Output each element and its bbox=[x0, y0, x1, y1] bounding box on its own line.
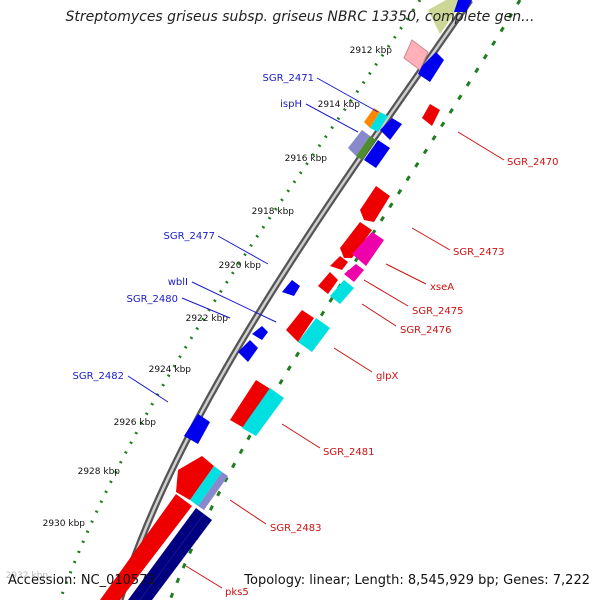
gene-feature[interactable] bbox=[380, 118, 402, 140]
scale-ticks: 2912 kbp 2914 kbp 2916 kbp 2918 kbp 2920… bbox=[6, 46, 393, 581]
outer-left-dotted-line bbox=[58, 0, 422, 600]
gene-feature[interactable] bbox=[454, 0, 472, 12]
scale-tick-label: 2930 kbp bbox=[43, 519, 86, 529]
gene-feature[interactable] bbox=[198, 472, 228, 510]
gene-label[interactable]: SGR_2477 bbox=[164, 231, 216, 242]
right-gene-labels: SGR_2470 SGR_2473 xseA SGR_2475 SGR_2476… bbox=[185, 131, 559, 598]
gene-label[interactable]: SGR_2473 bbox=[453, 247, 505, 258]
scale-tick-label: 2912 kbp bbox=[350, 46, 393, 56]
gene-feature[interactable] bbox=[364, 108, 380, 128]
gene-label[interactable]: wblI bbox=[168, 277, 188, 288]
gene-label[interactable]: SGR_2481 bbox=[323, 447, 375, 458]
gene-feature[interactable] bbox=[298, 318, 330, 352]
scale-tick-label: 2916 kbp bbox=[285, 154, 328, 164]
gene-label[interactable]: ispH bbox=[280, 99, 302, 110]
accession-info: Accession: NC_010572 bbox=[8, 573, 156, 588]
gene-feature[interactable] bbox=[370, 112, 388, 132]
gene-feature[interactable] bbox=[318, 272, 338, 294]
gene-feature[interactable] bbox=[282, 280, 300, 296]
scale-tick-label: 2920 kbp bbox=[219, 261, 262, 271]
gene-feature[interactable] bbox=[230, 380, 272, 428]
gene-feature[interactable] bbox=[100, 494, 192, 600]
scale-tick-label: 2914 kbp bbox=[318, 100, 361, 110]
gene-label[interactable]: pks5 bbox=[225, 587, 249, 598]
scale-tick-label: 2932 kbp bbox=[6, 571, 49, 581]
gene-feature[interactable] bbox=[190, 466, 222, 506]
gene-label[interactable]: SGR_2471 bbox=[263, 73, 315, 84]
gene-feature[interactable] bbox=[330, 280, 354, 304]
gene-feature[interactable] bbox=[422, 104, 440, 126]
gene-feature[interactable] bbox=[140, 514, 212, 600]
gene-feature[interactable] bbox=[418, 52, 444, 82]
gene-feature[interactable] bbox=[364, 140, 390, 168]
gene-feature[interactable] bbox=[176, 456, 214, 500]
gene-feature[interactable] bbox=[242, 388, 284, 436]
outer-right-dotted-line bbox=[168, 0, 522, 600]
gene-features-reverse bbox=[230, 104, 440, 436]
gene-feature[interactable] bbox=[128, 508, 204, 600]
page-title: Streptomyces griseus subsp. griseus NBRC… bbox=[65, 9, 535, 25]
gene-feature[interactable] bbox=[340, 222, 372, 258]
gene-label[interactable]: SGR_2482 bbox=[73, 371, 125, 382]
gene-feature[interactable] bbox=[238, 340, 258, 362]
gene-label[interactable]: xseA bbox=[430, 282, 454, 293]
gene-feature[interactable] bbox=[252, 326, 268, 340]
left-gene-labels: SGR_2471 ispH SGR_2477 wblI SGR_2480 SGR… bbox=[73, 73, 379, 403]
gene-label[interactable]: SGR_2480 bbox=[127, 294, 179, 305]
gene-label[interactable]: SGR_2476 bbox=[400, 325, 452, 336]
scale-tick-label: 2922 kbp bbox=[186, 314, 229, 324]
gene-feature[interactable] bbox=[286, 310, 314, 342]
gene-label[interactable]: SGR_2470 bbox=[507, 157, 559, 168]
gene-feature[interactable] bbox=[344, 264, 364, 282]
gene-feature[interactable] bbox=[356, 136, 376, 160]
gene-feature[interactable] bbox=[428, 0, 464, 34]
scale-tick-label: 2926 kbp bbox=[114, 418, 157, 428]
gene-feature[interactable] bbox=[184, 414, 210, 444]
topology-info: Topology: linear; Length: 8,545,929 bp; … bbox=[244, 573, 590, 588]
gene-feature[interactable] bbox=[330, 256, 348, 270]
gene-label[interactable]: glpX bbox=[376, 371, 398, 382]
gene-label[interactable]: SGR_2483 bbox=[270, 523, 322, 534]
gene-feature[interactable] bbox=[360, 186, 390, 222]
gene-label[interactable]: SGR_2475 bbox=[412, 306, 464, 317]
gene-feature[interactable] bbox=[348, 130, 370, 156]
scale-tick-label: 2918 kbp bbox=[252, 207, 295, 217]
gene-feature[interactable] bbox=[352, 232, 384, 266]
scale-tick-label: 2924 kbp bbox=[149, 365, 192, 375]
scale-tick-label: 2928 kbp bbox=[78, 467, 121, 477]
gene-features-forward bbox=[100, 0, 472, 600]
